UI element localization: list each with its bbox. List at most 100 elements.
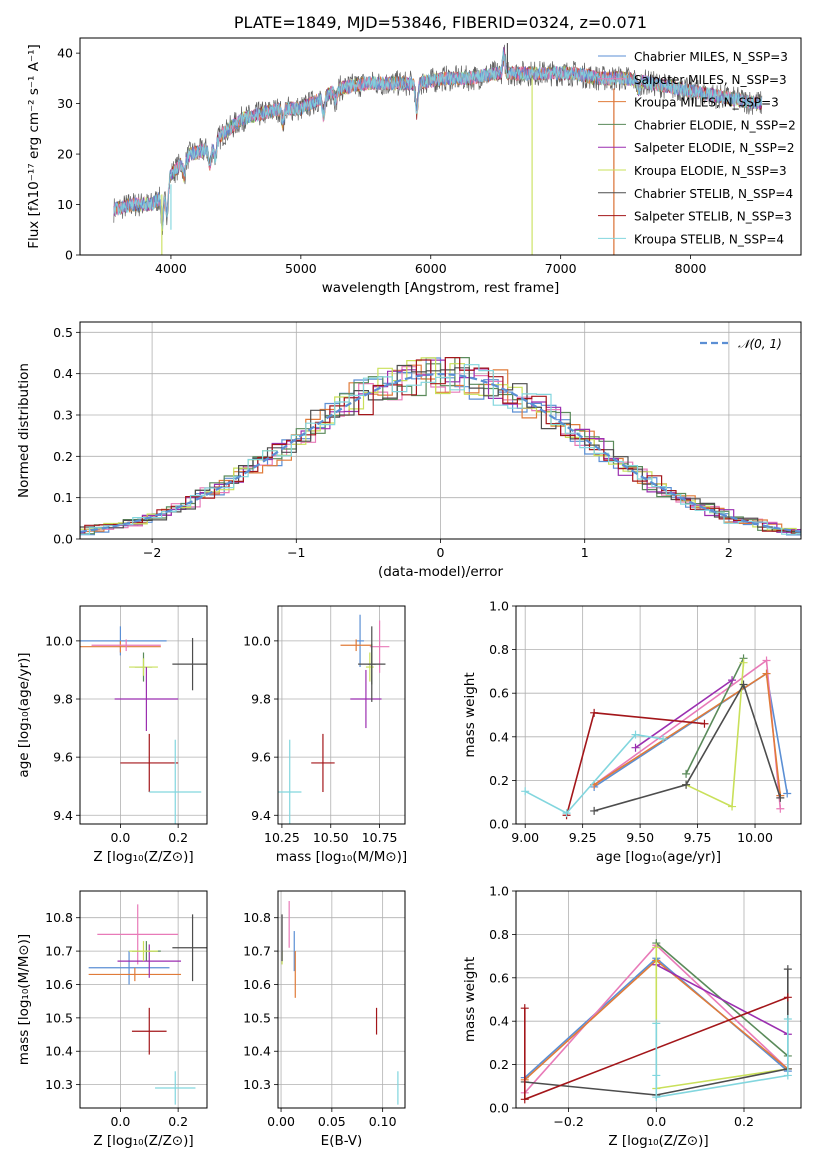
y-tick-label: 0.0 [489,817,509,832]
errorbar-salpeter_miles [369,620,390,673]
gridlines [278,891,405,1108]
y-tick-label: 10.4 [243,1044,271,1059]
series-line-chabrier_stelib [593,682,782,812]
y-tick-label: 10.3 [243,1077,271,1092]
errorbar-kroupa_elodie [129,658,158,676]
plot-area [80,357,801,538]
errorbar-chabrier_stelib [172,914,207,982]
x-tick-label: 9.00 [511,830,539,845]
errorbar-salpeter_elodie [350,669,382,729]
y-tick-label: 10.5 [243,1010,271,1025]
y-tick-label: 20 [57,147,73,162]
series-marker-salpeter_miles [776,804,785,813]
y-tick-label: 0.4 [489,729,509,744]
x-tick-label: 0.2 [168,1114,188,1129]
x-tick-label: 0.00 [267,1114,295,1129]
legend-label-kroupa_miles: Kroupa MILES, N_SSP=3 [634,96,779,110]
chart-title: PLATE=1849, MJD=53846, FIBERID=0324, z=0… [234,13,647,32]
x-tick-label: 9.25 [569,830,597,845]
spectrum-line-kroupa_stelib [113,52,763,231]
y-axis-label: age [log₁₀(age/yr)] [16,652,32,777]
y-tick-label: 10.3 [45,1077,73,1092]
x-axis-label: Z [log₁₀(Z/Z⊙)] [93,849,193,865]
panel-spectrum: 4000 5000 6000 7000 8000 0 10 20 30 40 wavelength … [26,37,802,296]
errorbar-salpeter_stelib [131,1007,167,1055]
gridlines [80,891,207,1108]
plot-area [80,626,207,824]
y-tick-label: 0.4 [489,1014,509,1029]
axes-frame [277,605,406,825]
series-marker-chabrier_stelib [682,780,691,789]
y-tick-label: 10.8 [45,910,73,925]
axes-frame [515,605,802,825]
plot-area [281,901,399,1105]
series-marker-kroupa_stelib [631,730,640,739]
x-tick-label: 0.05 [318,1114,346,1129]
legend-label-chabrier_stelib: Chabrier STELIB, N_SSP=4 [634,187,793,201]
x-axis-label: E(B-V) [321,1133,363,1149]
series-marker-salpeter_stelib [700,719,709,728]
y-tick-label: 10.7 [243,944,271,959]
series-marker-kroupa_stelib [783,1015,792,1024]
y-tick-label: 0.5 [53,325,73,340]
legend-label-chabrier_miles: Chabrier MILES, N_SSP=3 [634,50,788,64]
axes-frame [79,890,208,1109]
axes-frame [79,605,208,825]
histogram-step-chabrier_stelib [80,364,801,538]
plot-area [113,43,763,255]
y-tick-label: 0.2 [489,1057,509,1072]
errorbar-kroupa_elodie [129,941,158,962]
x-tick-label: 5000 [285,261,317,276]
y-tick-label: 10.5 [45,1010,73,1025]
series-line-chabrier_elodie [685,657,745,775]
plot-area [278,614,390,824]
y-tick-label: 0.8 [489,642,509,657]
panel-mass-weight-vs-age: 9.00 9.25 9.50 9.75 10.00 0.0 0.2 0.4 0.6 0.8 1.0 a… [462,599,802,865]
series-line-salpeter_elodie [655,964,789,1035]
y-tick-label: 1.0 [489,599,509,614]
errorbar-kroupa_stelib [278,739,302,824]
y-tick-label: 9.6 [53,750,73,765]
y-tick-label: 1.0 [489,884,509,899]
x-tick-label: −0.2 [553,1114,583,1129]
series-marker-chabrier_stelib [783,965,792,974]
y-tick-label: 30 [57,96,73,111]
y-tick-label: 9.8 [251,692,271,707]
y-tick-label: 0.6 [489,686,509,701]
x-tick-label: 0.0 [110,830,130,845]
series-marker-salpeter_stelib [520,1004,529,1013]
y-tick-label: 10.8 [243,910,271,925]
x-tick-label: 8000 [675,261,707,276]
plot-area [521,654,792,820]
errorbar-chabrier_miles [356,614,364,668]
y-tick-label: 0.2 [489,773,509,788]
y-tick-label: 10.0 [45,633,73,648]
errorbar-kroupa_elodie [365,652,374,682]
y-axis-label: Flux [fλ10⁻¹⁷ erg cm⁻² s⁻¹ A⁻¹] [26,44,42,249]
x-tick-label: −2 [143,545,161,560]
errorbar-salpeter_miles [97,904,179,965]
normal-curve [80,372,801,533]
y-tick-label: 0.3 [53,408,73,423]
x-axis-label: Z [log₁₀(Z/Z⊙)] [93,1133,193,1149]
series-marker-chabrier_stelib [776,793,785,802]
y-tick-label: 0.8 [489,927,509,942]
panel-age-vs-mass: 10.25 10.50 10.75 9.4 9.6 9.8 10.0 mass [log₁₀(… [243,605,407,865]
y-axis-label: mass weight [462,957,478,1042]
series-marker-kroupa_stelib [652,1019,661,1028]
panel-residual-histogram: −2 −1 0 1 2 0.0 0.1 0.2 0.3 0.4 0.5 (data-model)/er… [16,321,802,580]
x-tick-label: 10.00 [737,830,773,845]
legend-label-kroupa_stelib: Kroupa STELIB, N_SSP=4 [634,232,784,246]
series-marker-kroupa_stelib [659,734,668,743]
panel-age-vs-z: 0.0 0.2 9.4 9.6 9.8 10.0 Z [log₁₀(Z/Z⊙)] age [l… [16,605,208,865]
y-tick-label: 0.0 [489,1101,509,1116]
plot-area [520,939,792,1104]
x-tick-label: −1 [287,545,305,560]
y-tick-label: 9.4 [53,808,73,823]
errorbar-kroupa_stelib [149,739,202,824]
x-tick-label: 9.75 [684,830,712,845]
y-tick-label: 9.6 [251,750,271,765]
y-tick-label: 0.0 [53,532,73,547]
axes-frame [277,890,406,1109]
